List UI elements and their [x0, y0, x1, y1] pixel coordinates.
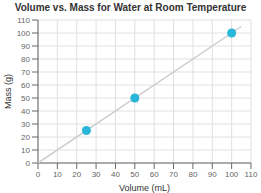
svg-text:80: 80 — [188, 170, 197, 179]
svg-text:0: 0 — [36, 170, 41, 179]
svg-text:60: 60 — [21, 81, 30, 90]
svg-text:30: 30 — [92, 170, 101, 179]
svg-text:Mass (g): Mass (g) — [8, 74, 13, 109]
html-text:Volume vs. Mass for Water at R: Volume vs. Mass for Water at Room Temper… — [14, 2, 247, 13]
svg-text:100: 100 — [225, 170, 239, 179]
svg-text:20: 20 — [72, 170, 81, 179]
svg-text:10: 10 — [21, 146, 30, 155]
svg-text:110: 110 — [245, 170, 253, 179]
svg-text:70: 70 — [21, 68, 30, 77]
svg-text:40: 40 — [111, 170, 120, 179]
svg-text:50: 50 — [130, 170, 139, 179]
svg-text:90: 90 — [208, 170, 217, 179]
svg-text:90: 90 — [21, 42, 30, 51]
svg-text:0: 0 — [26, 159, 31, 168]
svg-text:20: 20 — [21, 133, 30, 142]
svg-text:60: 60 — [150, 170, 159, 179]
svg-text:100: 100 — [17, 29, 31, 38]
svg-text:50: 50 — [21, 94, 30, 103]
svg-text:10: 10 — [53, 170, 62, 179]
svg-text:40: 40 — [21, 107, 30, 116]
svg-text:70: 70 — [169, 170, 178, 179]
svg-text:80: 80 — [21, 55, 30, 64]
svg-text:Volume (mL): Volume (mL) — [119, 183, 170, 193]
svg-text:110: 110 — [17, 16, 30, 25]
svg-text:30: 30 — [21, 120, 30, 129]
